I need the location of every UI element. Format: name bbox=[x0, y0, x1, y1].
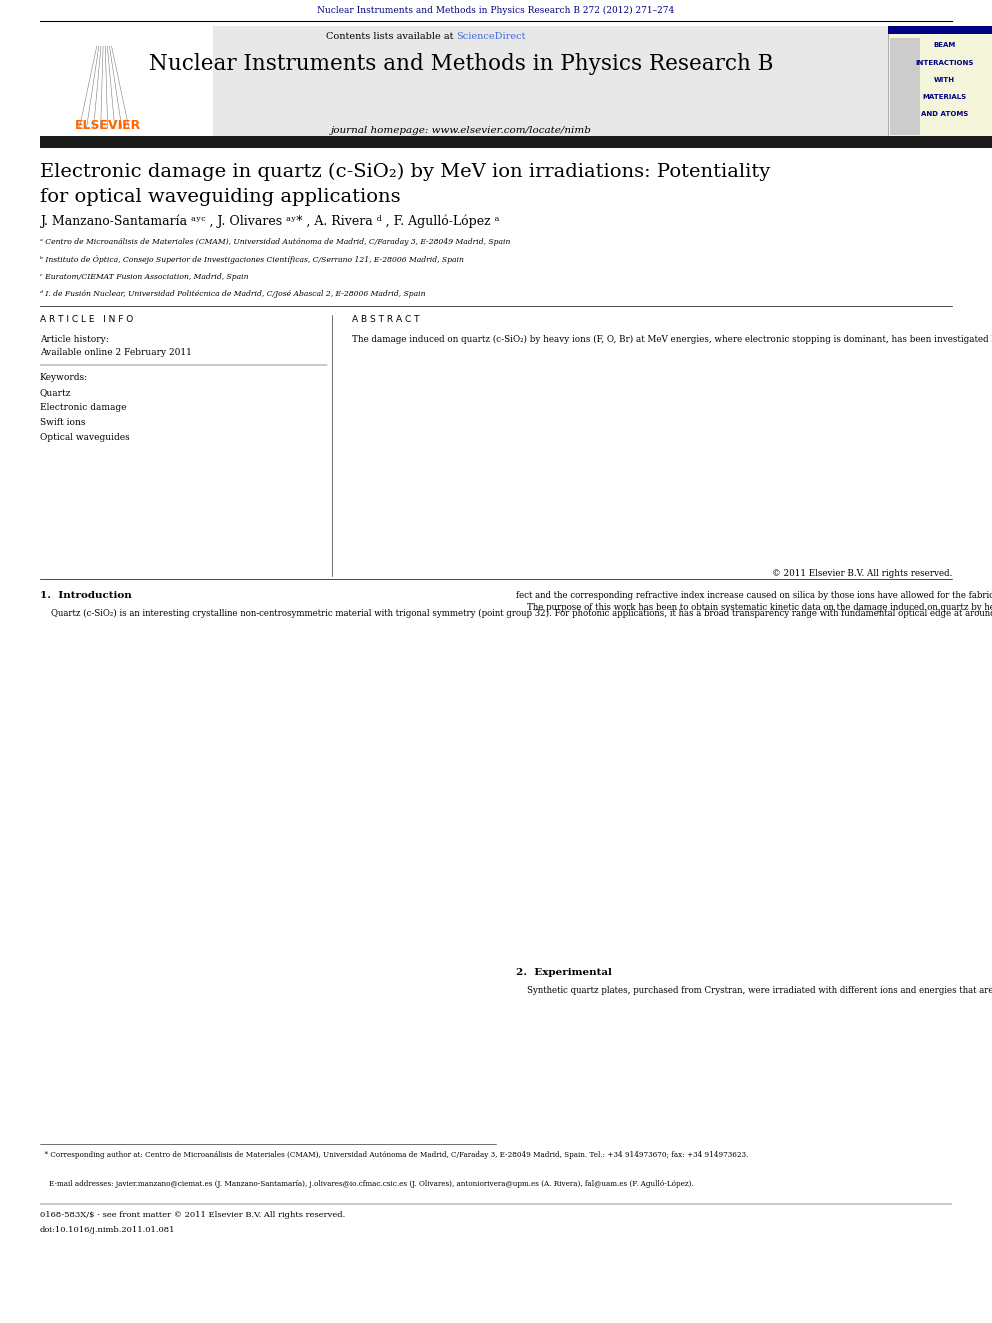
Text: The damage induced on quartz (c-SiO₂) by heavy ions (F, O, Br) at MeV energies, : The damage induced on quartz (c-SiO₂) by… bbox=[352, 335, 992, 344]
Text: A B S T R A C T: A B S T R A C T bbox=[352, 315, 420, 324]
Text: Nuclear Instruments and Methods in Physics Research B: Nuclear Instruments and Methods in Physi… bbox=[149, 53, 774, 75]
Text: for optical waveguiding applications: for optical waveguiding applications bbox=[40, 188, 401, 206]
Text: Electronic damage: Electronic damage bbox=[40, 402, 126, 411]
Text: Nuclear Instruments and Methods in Physics Research B 272 (2012) 271–274: Nuclear Instruments and Methods in Physi… bbox=[317, 5, 675, 15]
Text: MATERIALS: MATERIALS bbox=[923, 94, 966, 101]
Text: fect and the corresponding refractive index increase caused on silica by those i: fect and the corresponding refractive in… bbox=[516, 591, 992, 611]
Text: Contents lists available at: Contents lists available at bbox=[325, 32, 456, 41]
Text: Swift ions: Swift ions bbox=[40, 418, 85, 427]
Text: AND ATOMS: AND ATOMS bbox=[921, 111, 968, 118]
Text: 1.  Introduction: 1. Introduction bbox=[40, 591, 131, 601]
Text: ScienceDirect: ScienceDirect bbox=[456, 32, 526, 41]
Text: © 2011 Elsevier B.V. All rights reserved.: © 2011 Elsevier B.V. All rights reserved… bbox=[772, 569, 952, 578]
Text: Electronic damage in quartz (c-SiO₂) by MeV ion irradiations: Potentiality: Electronic damage in quartz (c-SiO₂) by … bbox=[40, 163, 770, 181]
Text: Optical waveguides: Optical waveguides bbox=[40, 433, 129, 442]
Text: Quartz: Quartz bbox=[40, 388, 71, 397]
Text: Synthetic quartz plates, purchased from Crystran, were irradiated with different: Synthetic quartz plates, purchased from … bbox=[516, 986, 992, 995]
Bar bbox=[888, 26, 992, 34]
Text: journal homepage: www.elsevier.com/locate/nimb: journal homepage: www.elsevier.com/locat… bbox=[331, 126, 591, 135]
Text: Quartz (c-SiO₂) is an interesting crystalline non-centrosymmetric material with : Quartz (c-SiO₂) is an interesting crysta… bbox=[40, 609, 992, 618]
Text: WITH: WITH bbox=[933, 77, 955, 83]
Bar bbox=[890, 38, 920, 135]
Text: Article history:: Article history: bbox=[40, 335, 108, 344]
Text: J. Manzano-Santamaría ᵃʸᶜ , J. Olivares ᵃʸ* , A. Rivera ᵈ , F. Agulló-López ᵃ: J. Manzano-Santamaría ᵃʸᶜ , J. Olivares … bbox=[40, 214, 499, 228]
Text: E-mail addresses: javier.manzano@ciemat.es (J. Manzano-Santamaría), j.olivares@i: E-mail addresses: javier.manzano@ciemat.… bbox=[40, 1180, 693, 1188]
Bar bbox=[888, 26, 992, 136]
Text: ELSEVIER: ELSEVIER bbox=[74, 119, 141, 132]
Text: ᵃ Centro de Microanálisis de Materiales (CMAM), Universidad Autónoma de Madrid, : ᵃ Centro de Microanálisis de Materiales … bbox=[40, 238, 510, 246]
Text: Available online 2 February 2011: Available online 2 February 2011 bbox=[40, 348, 191, 357]
Text: Keywords:: Keywords: bbox=[40, 373, 88, 382]
Bar bbox=[40, 136, 992, 148]
Text: A R T I C L E   I N F O: A R T I C L E I N F O bbox=[40, 315, 133, 324]
Text: * Corresponding author at: Centro de Microanálisis de Materiales (CMAM), Univers: * Corresponding author at: Centro de Mic… bbox=[40, 1151, 748, 1159]
Text: ᵈ I. de Fusión Nuclear, Universidad Politécnica de Madrid, C/José Abascal 2, E-2: ᵈ I. de Fusión Nuclear, Universidad Poli… bbox=[40, 290, 426, 298]
Text: 2.  Experimental: 2. Experimental bbox=[516, 968, 612, 978]
Text: doi:10.1016/j.nimb.2011.01.081: doi:10.1016/j.nimb.2011.01.081 bbox=[40, 1226, 176, 1234]
Text: BEAM: BEAM bbox=[933, 42, 955, 49]
Text: ᵇ Instituto de Óptica, Consejo Superior de Investigaciones Científicas, C/Serran: ᵇ Instituto de Óptica, Consejo Superior … bbox=[40, 255, 463, 265]
Text: 0168-583X/$ - see front matter © 2011 Elsevier B.V. All rights reserved.: 0168-583X/$ - see front matter © 2011 El… bbox=[40, 1211, 345, 1218]
Text: ᶜ Euratom/CIEMAT Fusion Association, Madrid, Spain: ᶜ Euratom/CIEMAT Fusion Association, Mad… bbox=[40, 273, 248, 280]
Bar bbox=[40, 26, 213, 136]
Text: INTERACTIONS: INTERACTIONS bbox=[916, 60, 973, 66]
Bar bbox=[40, 26, 888, 136]
